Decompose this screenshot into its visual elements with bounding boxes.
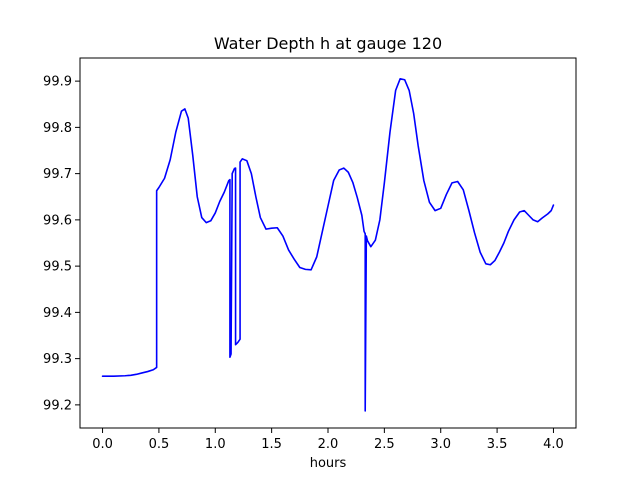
x-tick-label: 1.5 xyxy=(261,437,282,452)
plot-layer xyxy=(101,78,555,412)
y-tick-label: 99.2 xyxy=(43,398,72,413)
x-tick-label: 2.0 xyxy=(318,437,339,452)
y-tick-label: 99.8 xyxy=(43,121,72,136)
x-tick-label: 2.5 xyxy=(374,437,395,452)
y-axis: 99.2 99.3 99.4 99.5 99.6 99.7 99.8 99.9 xyxy=(43,75,80,413)
y-tick-label: 99.5 xyxy=(43,260,72,275)
x-tick-label: 3.0 xyxy=(430,437,451,452)
x-axis-title: hours xyxy=(310,456,347,471)
x-axis: 0.0 0.5 1.0 1.5 2.0 2.5 3.0 3.5 4.0 xyxy=(92,428,564,452)
x-tick-label: 3.5 xyxy=(487,437,508,452)
y-tick-label: 99.3 xyxy=(43,352,72,367)
chart-title: Water Depth h at gauge 120 xyxy=(214,34,442,53)
y-tick-label: 99.9 xyxy=(43,75,72,90)
x-tick-label: 4.0 xyxy=(543,437,564,452)
y-tick-label: 99.6 xyxy=(43,213,72,228)
series-line-0 xyxy=(101,78,555,412)
x-tick-label: 1.0 xyxy=(205,437,226,452)
y-tick-label: 99.7 xyxy=(43,167,72,182)
y-tick-label: 99.4 xyxy=(43,306,72,321)
x-tick-label: 0.5 xyxy=(149,437,170,452)
x-tick-label: 0.0 xyxy=(92,437,113,452)
